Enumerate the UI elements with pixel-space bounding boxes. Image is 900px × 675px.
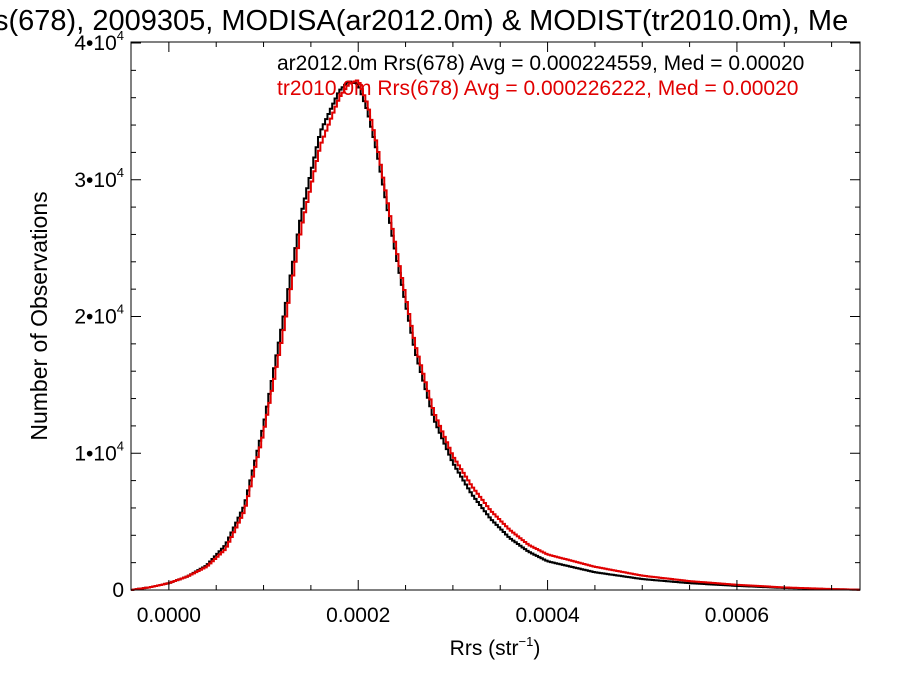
y-tick-label-base: 0 — [112, 579, 124, 602]
y-tick-label-exp: 4 — [117, 438, 124, 453]
y-tick-label-1: 1•104 — [74, 438, 124, 465]
y-tick-label-exp: 4 — [117, 28, 124, 43]
series-line-2 — [131, 79, 860, 591]
x-tick-label-3: 0.0006 — [705, 604, 769, 627]
x-axis-label-main: Rrs (str — [450, 637, 519, 660]
y-tick-label-base: 2•10 — [74, 306, 116, 329]
series-line-1 — [131, 80, 860, 591]
ticks-layer: 0.0000 0.0002 0.0004 0.000601•1042•1043•104… — [74, 28, 860, 627]
y-tick-label-4: 4•104 — [74, 28, 124, 55]
plot-frame — [130, 41, 861, 591]
series-layer — [131, 79, 860, 591]
legend-entry-1: ar2012.0m Rrs(678) Avg = 0.000224559, Me… — [277, 52, 804, 75]
x-axis-label-sup: −1 — [519, 634, 534, 649]
x-tick-label-2: 0.0004 — [515, 604, 580, 627]
x-axis-label-close: ) — [533, 637, 540, 660]
y-tick-label-exp: 4 — [117, 302, 124, 317]
y-axis-label: Number of Observations — [26, 191, 52, 440]
y-tick-label-0: 0 — [112, 579, 124, 602]
chart-title: s(678), 2009305, MODISA(ar2012.0m) & MOD… — [0, 5, 848, 37]
x-tick-label-0: 0.0000 — [137, 604, 201, 627]
y-tick-label-base: 1•10 — [74, 442, 116, 465]
y-tick-label-exp: 4 — [117, 165, 124, 180]
x-tick-label-1: 0.0002 — [326, 604, 390, 627]
y-tick-label-base: 3•10 — [74, 169, 116, 192]
x-axis-label: Rrs (str−1) — [450, 634, 541, 660]
y-tick-label-base: 4•10 — [74, 32, 116, 55]
y-tick-label-3: 3•104 — [74, 165, 124, 192]
legend: ar2012.0m Rrs(678) Avg = 0.000224559, Me… — [277, 52, 804, 100]
y-tick-label-2: 2•104 — [74, 302, 124, 329]
legend-entry-2: tr2010.0m Rrs(678) Avg = 0.000226222, Me… — [277, 77, 798, 100]
